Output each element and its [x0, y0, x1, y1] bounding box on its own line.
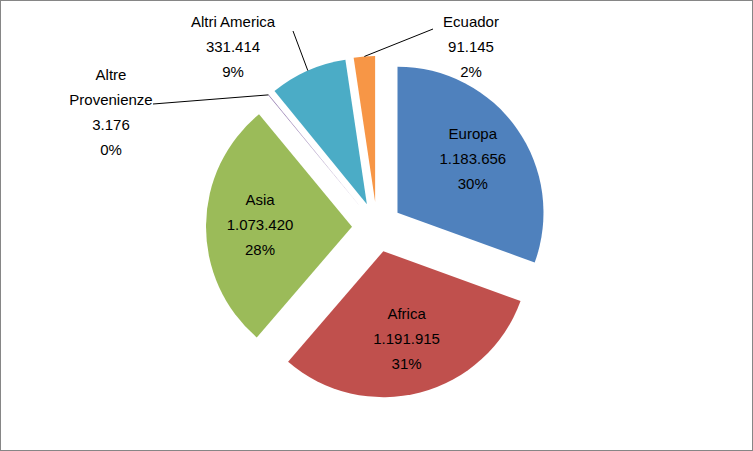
svg-text:9%: 9%	[222, 63, 244, 80]
svg-text:3.176: 3.176	[92, 116, 130, 133]
svg-text:1.073.420: 1.073.420	[227, 216, 294, 233]
svg-text:Altre: Altre	[96, 66, 127, 83]
svg-text:0%: 0%	[100, 141, 122, 158]
svg-text:Europa: Europa	[449, 125, 498, 142]
svg-text:Asia: Asia	[245, 191, 275, 208]
svg-text:30%: 30%	[458, 175, 488, 192]
svg-text:331.414: 331.414	[206, 38, 260, 55]
svg-text:Altri America: Altri America	[191, 13, 276, 30]
svg-text:Africa: Africa	[387, 305, 426, 322]
svg-text:28%: 28%	[245, 241, 275, 258]
svg-text:1.191.915: 1.191.915	[373, 330, 440, 347]
svg-text:2%: 2%	[460, 63, 482, 80]
svg-text:31%: 31%	[392, 355, 422, 372]
svg-text:91.145: 91.145	[448, 38, 494, 55]
svg-text:Provenienze: Provenienze	[69, 91, 152, 108]
svg-text:1.183.656: 1.183.656	[439, 150, 506, 167]
svg-text:Ecuador: Ecuador	[443, 13, 499, 30]
